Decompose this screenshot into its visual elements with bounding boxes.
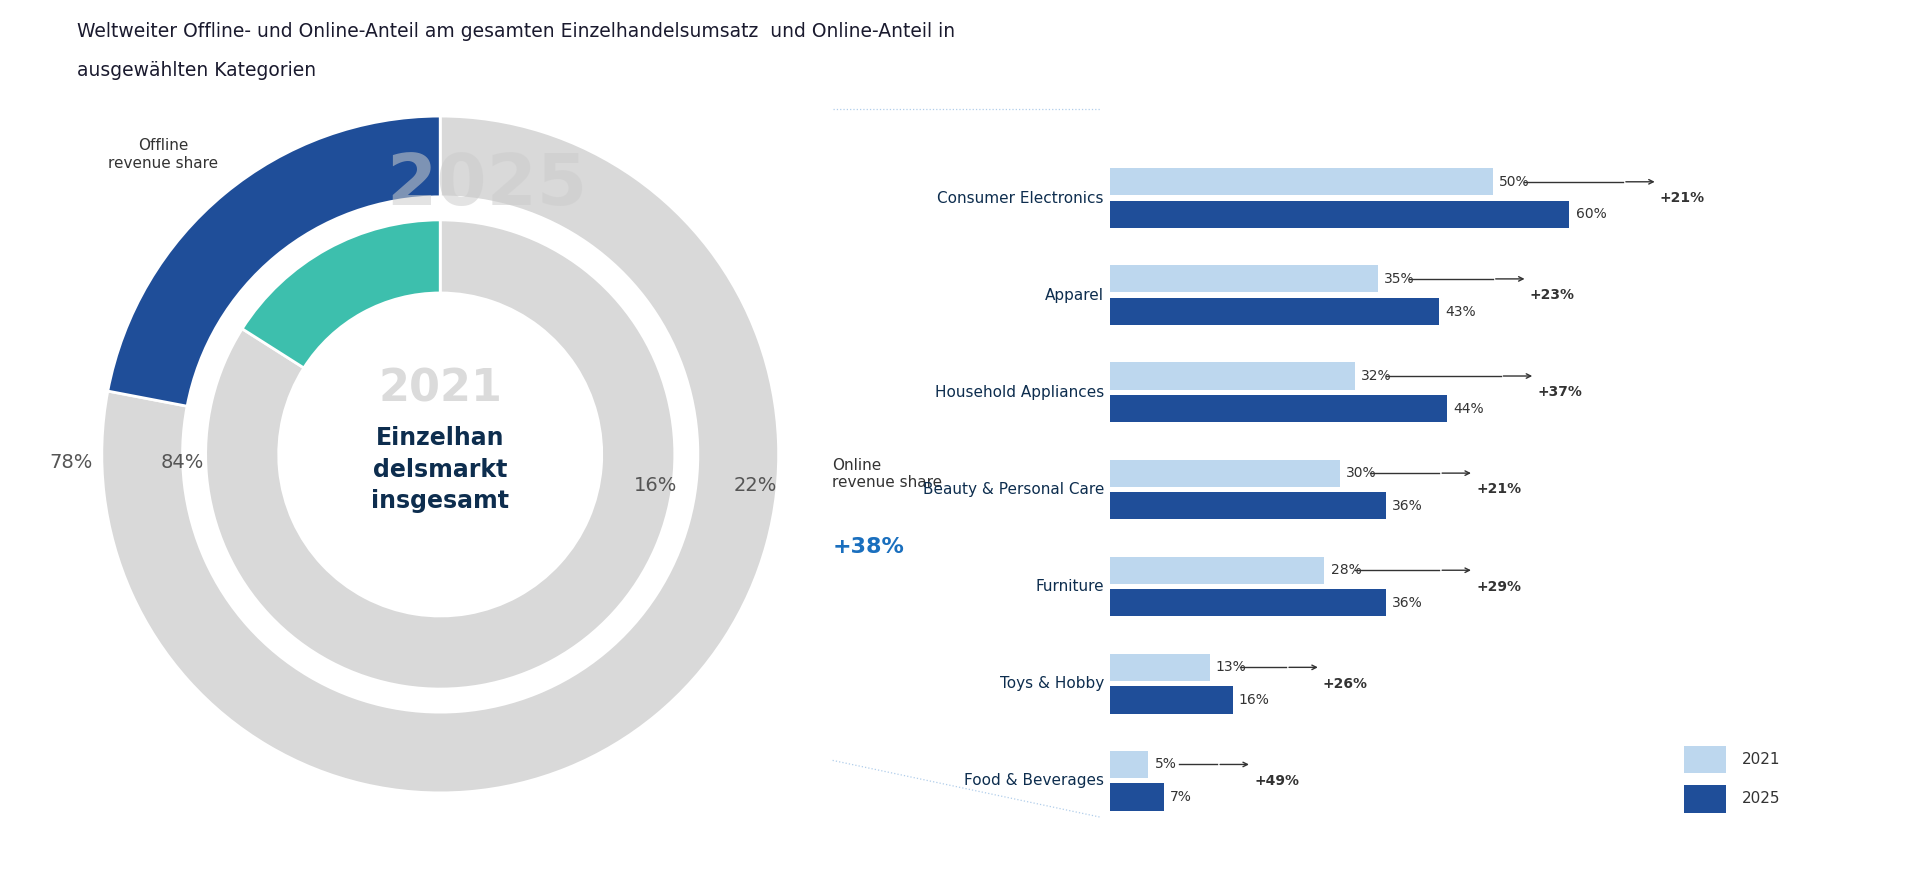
Text: 16%: 16%	[634, 475, 678, 495]
Bar	[1110, 395, 1447, 422]
Text: +38%: +38%	[833, 537, 903, 557]
Text: +21%: +21%	[1659, 191, 1705, 205]
Text: 50%: 50%	[1499, 175, 1529, 189]
Text: Beauty & Personal Care: Beauty & Personal Care	[923, 482, 1104, 497]
Bar	[1110, 201, 1569, 228]
Text: +49%: +49%	[1254, 773, 1300, 787]
Text: 84%: 84%	[161, 453, 205, 472]
Text: Toys & Hobby: Toys & Hobby	[999, 676, 1104, 691]
Wedge shape	[243, 220, 440, 368]
Text: 13%: 13%	[1215, 661, 1246, 675]
Bar	[1110, 266, 1378, 293]
Text: 78%: 78%	[50, 453, 92, 472]
Bar	[1110, 460, 1340, 487]
Text: 22%: 22%	[733, 475, 777, 495]
Text: Weltweiter Offline- und Online-Anteil am gesamten Einzelhandelsumsatz  und Onlin: Weltweiter Offline- und Online-Anteil am…	[77, 22, 955, 41]
Text: 2025: 2025	[1742, 791, 1780, 807]
Wedge shape	[107, 116, 440, 406]
Wedge shape	[101, 116, 779, 793]
Text: 43%: 43%	[1445, 304, 1476, 318]
Bar	[1684, 785, 1726, 813]
Text: 30%: 30%	[1346, 466, 1376, 480]
Text: 2025: 2025	[387, 151, 588, 219]
Text: Apparel: Apparel	[1045, 288, 1104, 302]
Bar	[1110, 168, 1493, 196]
Text: 60%: 60%	[1575, 207, 1606, 221]
Text: 2021: 2021	[1742, 752, 1780, 767]
Text: 32%: 32%	[1361, 369, 1391, 383]
Text: 28%: 28%	[1330, 563, 1361, 577]
Text: 16%: 16%	[1238, 693, 1269, 707]
Text: Household Appliances: Household Appliances	[934, 385, 1104, 399]
Bar	[1110, 492, 1386, 519]
Text: 36%: 36%	[1391, 596, 1422, 610]
Text: Consumer Electronics: Consumer Electronics	[938, 191, 1104, 205]
Text: +21%: +21%	[1476, 482, 1522, 496]
Wedge shape	[205, 220, 676, 689]
Text: +23%: +23%	[1529, 288, 1575, 302]
Text: ausgewählten Kategorien: ausgewählten Kategorien	[77, 61, 316, 80]
Text: 2021: 2021	[379, 368, 501, 411]
Text: +37%: +37%	[1537, 385, 1583, 399]
Text: Furniture: Furniture	[1035, 579, 1104, 594]
Bar	[1110, 363, 1355, 390]
Text: Offline
revenue share: Offline revenue share	[109, 138, 218, 170]
Text: Einzelhan
delsmarkt
insgesamt: Einzelhan delsmarkt insgesamt	[371, 427, 509, 513]
Bar	[1110, 298, 1439, 325]
Text: 36%: 36%	[1391, 499, 1422, 513]
Text: 44%: 44%	[1453, 402, 1483, 416]
Bar	[1110, 751, 1148, 778]
Bar	[1110, 557, 1324, 584]
Bar	[1110, 654, 1210, 681]
Bar	[1684, 746, 1726, 773]
Text: Food & Beverages: Food & Beverages	[965, 773, 1104, 788]
Bar	[1110, 589, 1386, 616]
Text: +29%: +29%	[1476, 579, 1522, 593]
Text: +26%: +26%	[1323, 676, 1369, 690]
Text: Online
revenue share: Online revenue share	[833, 457, 942, 490]
Bar	[1110, 686, 1233, 713]
Text: 5%: 5%	[1154, 758, 1177, 772]
Text: 35%: 35%	[1384, 272, 1414, 286]
Bar	[1110, 783, 1164, 811]
Text: 7%: 7%	[1169, 790, 1192, 804]
